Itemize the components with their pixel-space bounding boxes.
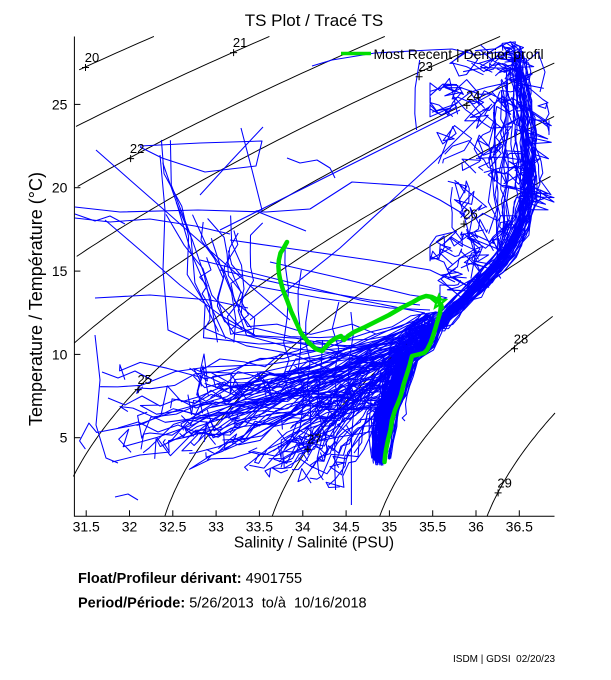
svg-text:27: 27 [307,432,321,447]
svg-text:5: 5 [60,430,68,446]
svg-text:22: 22 [130,141,144,156]
svg-text:25: 25 [137,372,151,387]
svg-text:26: 26 [463,207,477,222]
svg-text:20: 20 [85,50,99,65]
svg-text:Period/Période: 5/26/2013 to/: Period/Période: 5/26/2013 to/à 10/16/201… [78,596,367,612]
svg-text:ISDM | GDSI 02/20/23: ISDM | GDSI 02/20/23 [453,654,556,665]
svg-text:35: 35 [382,519,398,535]
svg-text:21: 21 [233,35,247,50]
svg-text:29: 29 [497,475,511,490]
svg-text:36: 36 [468,519,484,535]
svg-text:33: 33 [208,519,224,535]
svg-text:35.5: 35.5 [419,519,446,535]
svg-text:32: 32 [122,519,138,535]
svg-text:28: 28 [514,331,528,346]
svg-text:31.5: 31.5 [73,519,100,535]
svg-text:34.5: 34.5 [332,519,359,535]
svg-text:Most Recent | Dernier profil: Most Recent | Dernier profil [374,46,544,62]
svg-text:32.5: 32.5 [159,519,186,535]
svg-text:34: 34 [295,519,311,535]
svg-text:23: 23 [418,59,432,74]
svg-text:24: 24 [466,88,480,103]
svg-text:Float/Profileur dérivant: 4901: Float/Profileur dérivant: 4901755 [78,571,302,587]
svg-text:Salinity / Salinité (PSU): Salinity / Salinité (PSU) [234,535,394,552]
svg-text:15: 15 [52,263,68,279]
svg-text:36.5: 36.5 [506,519,533,535]
svg-text:Temperature / Température (°C): Temperature / Température (°C) [26,172,46,426]
svg-text:20: 20 [52,180,68,196]
svg-text:TS Plot / Tracé TS: TS Plot / Tracé TS [245,11,384,30]
svg-text:33.5: 33.5 [246,519,273,535]
svg-text:10: 10 [52,346,68,362]
svg-text:25: 25 [52,96,68,112]
